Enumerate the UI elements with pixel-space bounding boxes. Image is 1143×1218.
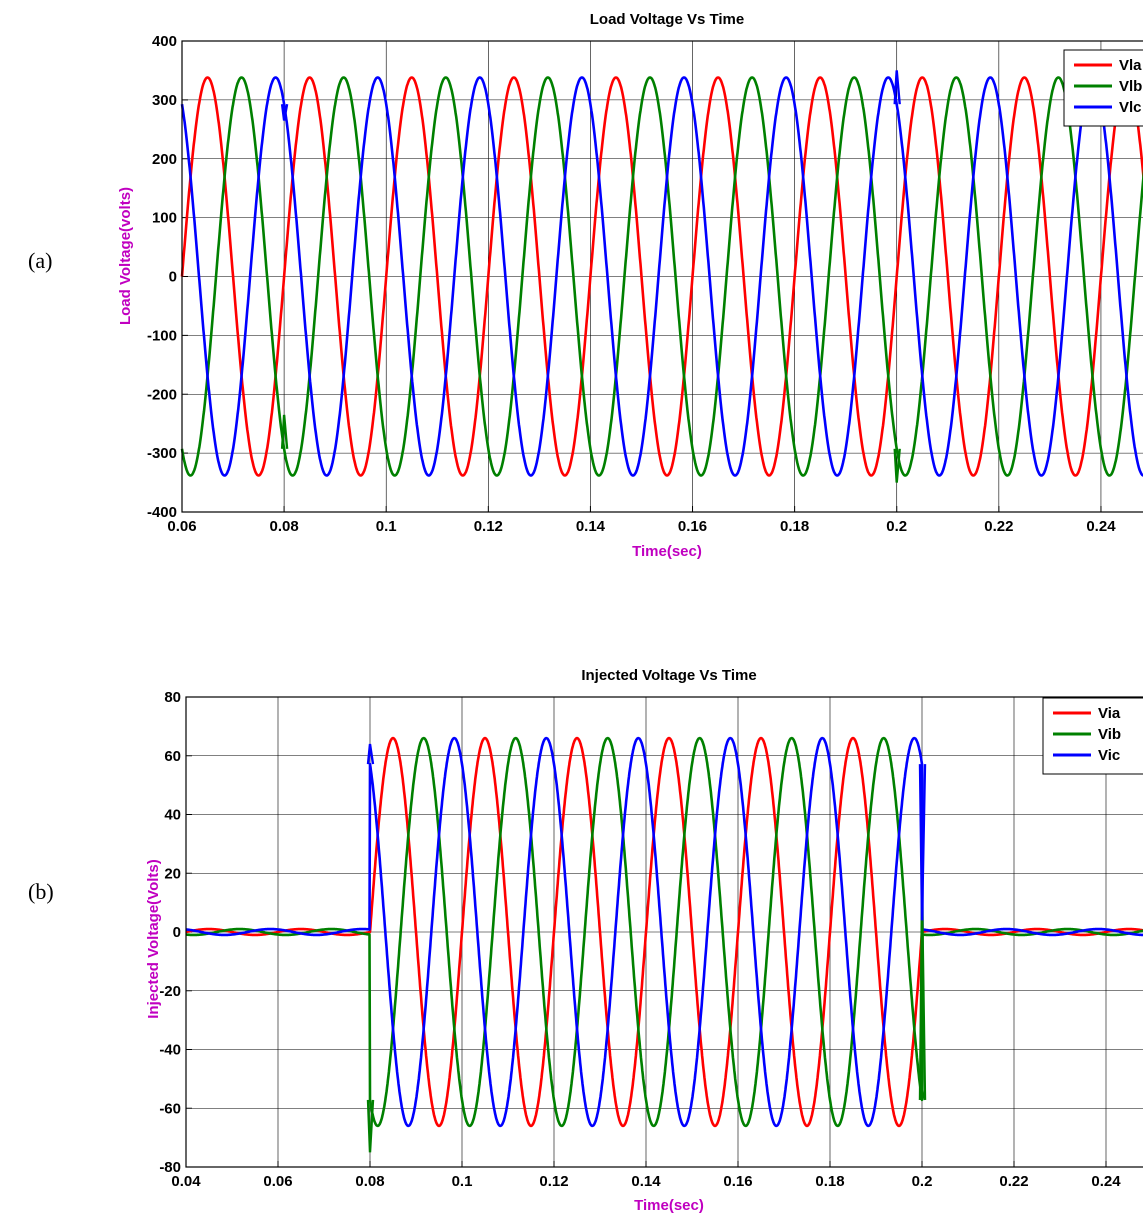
x-tick-label: 0.08 — [270, 518, 299, 535]
transient-spike — [918, 1085, 927, 1101]
series-line-vlc — [180, 76, 1143, 477]
y-tick-label: 100 — [152, 210, 177, 227]
x-tick-label: 0.12 — [539, 1173, 568, 1190]
x-tick-label: 0.1 — [376, 518, 397, 535]
y-tick-label: 80 — [164, 689, 181, 706]
transient-spike — [918, 764, 927, 921]
x-tick-label: 0.24 — [1091, 1173, 1121, 1190]
transient-spike — [893, 448, 901, 483]
y-axis-label: Load Voltage(volts) — [117, 187, 134, 325]
x-tick-label: 0.18 — [780, 518, 809, 535]
legend-box — [1042, 697, 1143, 775]
chart-title: Injected Voltage Vs Time — [581, 667, 756, 684]
x-tick-label: 0.06 — [263, 1173, 292, 1190]
x-tick-label: 0.12 — [474, 518, 503, 535]
plot-frame — [181, 40, 1143, 513]
y-tick-label: 200 — [152, 151, 177, 168]
y-tick-label: 20 — [164, 865, 181, 882]
y-tick-label: -20 — [159, 983, 181, 1000]
legend-box — [1063, 49, 1143, 127]
x-tick-label: 0.16 — [678, 518, 707, 535]
series-line-vic — [185, 736, 1143, 1128]
transient-spike — [366, 1099, 375, 1153]
y-tick-label: 60 — [164, 748, 181, 765]
legend-label: Vlb — [1119, 78, 1142, 95]
y-tick-label: 0 — [173, 924, 181, 941]
injected-voltage-chart: 0.04 0.06 0.08 0.1 0.12 0.14 0.16 0.18 0.2 0.22 0.… — [145, 667, 1143, 1214]
legend-label: Via — [1098, 705, 1121, 722]
x-axis-label: Time(sec) — [632, 543, 702, 560]
y-axis-label: Injected Voltage(Volts) — [145, 859, 162, 1018]
x-tick-label: 0.24 — [1086, 518, 1116, 535]
y-tick-label: 400 — [152, 33, 177, 50]
x-tick-label: 0.1 — [452, 1173, 473, 1190]
ticks: 0.04 0.06 0.08 0.1 0.12 0.14 0.16 0.18 0.2 0.22 0.… — [159, 689, 1121, 1190]
legend: Via Vib Vic — [1042, 697, 1143, 775]
legend-label: Vib — [1098, 726, 1121, 743]
transient-spike — [893, 70, 901, 105]
x-tick-label: 0.22 — [984, 518, 1013, 535]
legend-label: Vlc — [1119, 99, 1142, 116]
y-tick-label: 300 — [152, 92, 177, 109]
y-tick-label: -300 — [147, 445, 177, 462]
y-tick-label: -40 — [159, 1042, 181, 1059]
x-tick-label: 0.08 — [355, 1173, 384, 1190]
x-tick-label: 0.14 — [576, 518, 606, 535]
x-tick-label: 0.16 — [723, 1173, 752, 1190]
series-line-via — [185, 736, 1143, 1128]
panel-label-b: (b) — [28, 879, 54, 904]
transient-spike — [366, 743, 375, 765]
plot-frame — [185, 696, 1143, 1168]
x-tick-label: 0.14 — [631, 1173, 661, 1190]
chart-title: Load Voltage Vs Time — [590, 11, 744, 28]
y-tick-label: -60 — [159, 1100, 181, 1117]
x-tick-label: 0.18 — [815, 1173, 844, 1190]
y-tick-label: -100 — [147, 327, 177, 344]
legend-label: Vla — [1119, 57, 1142, 74]
x-tick-label: 0.2 — [886, 518, 907, 535]
y-tick-label: -80 — [159, 1159, 181, 1176]
transient-spike — [280, 103, 289, 121]
x-tick-label: 0.22 — [999, 1173, 1028, 1190]
load-voltage-chart: 0.06 0.08 0.1 0.12 0.14 0.16 0.18 0.2 0.22 0.24 -4… — [117, 11, 1143, 560]
x-tick-label: 0.06 — [167, 518, 196, 535]
x-axis-label: Time(sec) — [634, 1197, 704, 1214]
y-tick-label: 40 — [164, 807, 181, 824]
transient-spike — [280, 414, 289, 449]
x-tick-label: 0.2 — [912, 1173, 933, 1190]
y-tick-label: -400 — [147, 504, 177, 521]
y-tick-label: -200 — [147, 386, 177, 403]
y-tick-label: 0 — [169, 269, 177, 286]
panel-label-a: (a) — [28, 248, 52, 273]
legend: Vla Vlb Vlc — [1063, 49, 1143, 127]
legend-label: Vic — [1098, 747, 1120, 764]
x-tick-label: 0.04 — [171, 1173, 201, 1190]
